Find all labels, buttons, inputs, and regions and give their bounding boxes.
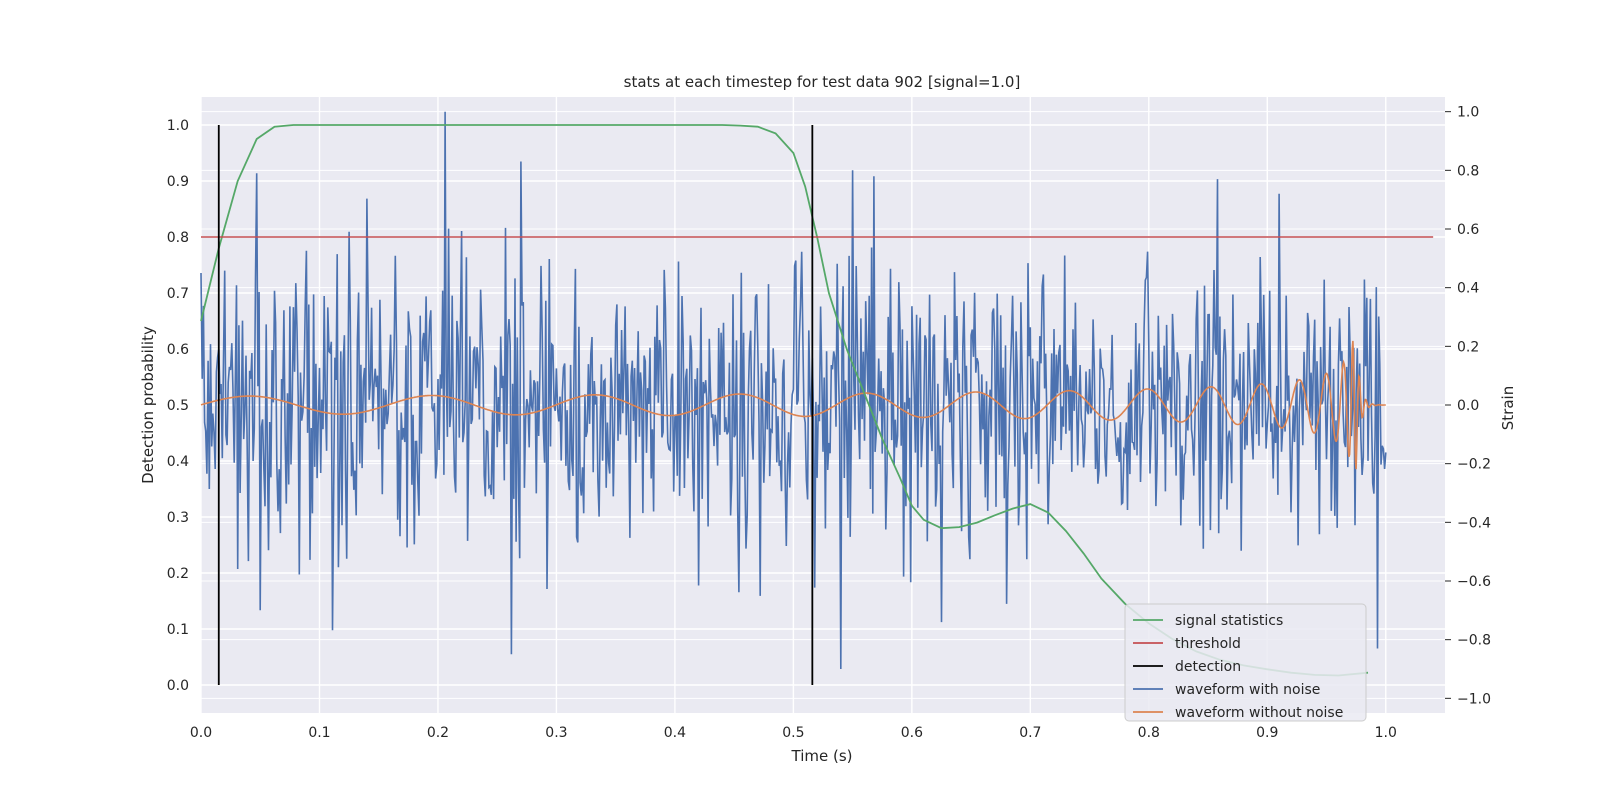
y-tick-label: 0.1	[167, 622, 189, 638]
chart-title: stats at each timestep for test data 902…	[624, 73, 1021, 91]
x-tick-label: 0.2	[427, 725, 449, 741]
x-tick-label: 0.0	[190, 725, 212, 741]
series-waveform-without-noise	[200, 340, 1386, 470]
x-tick-label: 0.7	[1019, 725, 1041, 741]
y-tick-label: 0.7	[167, 286, 189, 302]
x-tick-label: 0.5	[782, 725, 804, 741]
y-tick-label: 0.5	[167, 398, 189, 414]
y2-tick-label: 0.8	[1457, 163, 1479, 179]
y2-tick-label: 1.0	[1457, 105, 1479, 121]
y2-tick-label: 0.0	[1457, 398, 1479, 414]
legend: signal statistics threshold detection wavef…	[1124, 603, 1367, 722]
legend-entry: waveform with noise	[1175, 682, 1320, 698]
x-tick-label: 1.0	[1375, 725, 1397, 741]
x-axis: 0.0 0.1 0.2 0.3 0.4 0.5 0.6 0.7 0.8 0.9 1.0	[190, 725, 1397, 741]
legend-entry: signal statistics	[1175, 613, 1283, 629]
y-tick-label: 0.6	[167, 342, 189, 358]
y-axis-label: Detection probability	[139, 326, 157, 484]
y-tick-label: 0.3	[167, 510, 189, 526]
x-tick-label: 0.1	[308, 725, 330, 741]
y-tick-label: 0.4	[167, 454, 189, 470]
y2-tick-label: −1.0	[1457, 691, 1491, 707]
x-tick-label: 0.8	[1138, 725, 1160, 741]
y2-tick-label: −0.2	[1457, 457, 1491, 473]
legend-entry: waveform without noise	[1175, 705, 1343, 721]
y-tick-label: 0.8	[167, 230, 189, 246]
x-tick-label: 0.4	[664, 725, 686, 741]
y-tick-label: 1.0	[167, 118, 189, 134]
y2-tick-label: 0.2	[1457, 339, 1479, 355]
y2-axis-label: Strain	[1499, 386, 1517, 430]
series-waveform-with-noise	[200, 111, 1387, 670]
y-tick-label: 0.0	[167, 678, 189, 694]
x-tick-label: 0.9	[1256, 725, 1278, 741]
y-tick-label: 0.2	[167, 566, 189, 582]
y-axis-left: 0.0 0.1 0.2 0.3 0.4 0.5 0.6 0.7 0.8 0.9 1.0	[167, 118, 189, 694]
y2-tick-label: 0.6	[1457, 222, 1479, 238]
y2-tick-label: 0.4	[1457, 281, 1479, 297]
x-tick-label: 0.3	[545, 725, 567, 741]
legend-entry: detection	[1175, 659, 1241, 675]
legend-entry: threshold	[1175, 636, 1241, 652]
y2-tick-label: −0.8	[1457, 633, 1491, 649]
y-tick-label: 0.9	[167, 174, 189, 190]
y2-tick-label: −0.4	[1457, 515, 1491, 531]
legend-box	[1124, 603, 1367, 722]
y-axis-right: −1.0 −0.8 −0.6 −0.4 −0.2 0.0 0.2 0.4 0.6 0.8 1.0	[1445, 105, 1491, 707]
x-axis-label: Time (s)	[791, 747, 853, 765]
y2-tick-label: −0.6	[1457, 574, 1491, 590]
x-tick-label: 0.6	[901, 725, 923, 741]
